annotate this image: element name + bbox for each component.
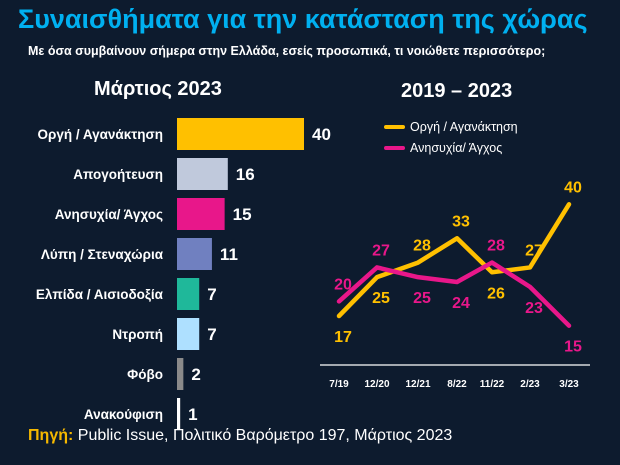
bar xyxy=(177,118,304,150)
bar-category-label: Λύπη / Στεναχώρια xyxy=(41,247,164,262)
bar xyxy=(177,158,228,190)
data-point-label: 17 xyxy=(334,329,352,346)
bar-value-label: 7 xyxy=(207,325,216,344)
data-point-label: 26 xyxy=(487,285,505,302)
x-tick-label: 12/20 xyxy=(364,379,389,390)
data-point-label: 27 xyxy=(525,242,543,259)
source-text: Public Issue, Πολιτικό Βαρόμετρο 197, Μά… xyxy=(77,427,453,444)
bar-category-label: Ελπίδα / Αισιοδοξία xyxy=(36,287,164,302)
data-point-label: 27 xyxy=(372,242,390,259)
bar-category-label: Ανακούφιση xyxy=(84,407,163,422)
x-tick-label: 8/22 xyxy=(447,379,467,390)
data-point-label: 23 xyxy=(525,300,543,317)
series-line xyxy=(336,260,572,328)
bar-value-label: 15 xyxy=(233,205,252,224)
bar-chart-title: Μάρτιος 2023 xyxy=(94,78,222,100)
source-label: Πηγή: xyxy=(28,427,74,444)
source-note: Πηγή: Public Issue, Πολιτικό Βαρόμετρο 1… xyxy=(28,427,452,445)
x-tick-label: 12/21 xyxy=(405,379,430,390)
bar xyxy=(177,398,181,430)
bar xyxy=(177,358,184,390)
data-point-label: 25 xyxy=(372,290,390,307)
legend-label: Ανησυχία/ Άγχος xyxy=(410,141,502,155)
data-point-label: 40 xyxy=(564,179,582,196)
line-chart-title: 2019 – 2023 xyxy=(401,80,513,102)
x-tick-label: 2/23 xyxy=(520,379,540,390)
bar xyxy=(177,238,212,270)
bar-value-label: 2 xyxy=(191,365,200,384)
page-subtitle: Με όσα συμβαίνουν σήμερα στην Ελλάδα, εσ… xyxy=(28,44,546,58)
data-point-label: 24 xyxy=(452,295,470,312)
data-point-label: 33 xyxy=(452,213,470,230)
legend-label: Οργή / Αγανάκτηση xyxy=(410,120,518,134)
bar-value-label: 1 xyxy=(188,405,197,424)
x-tick-label: 11/22 xyxy=(480,379,505,390)
bar-category-label: Απογοήτευση xyxy=(73,167,163,182)
bar-category-label: Φόβο xyxy=(127,367,163,382)
bar xyxy=(177,318,200,350)
bar-category-label: Ντροπή xyxy=(112,327,163,342)
x-tick-label: 3/23 xyxy=(559,379,579,390)
data-point-label: 28 xyxy=(487,238,505,255)
data-point-label: 15 xyxy=(564,339,582,356)
bar-value-label: 16 xyxy=(236,165,255,184)
x-tick-label: 7/19 xyxy=(329,379,349,390)
bar-category-label: Οργή / Αγανάκτηση xyxy=(37,127,163,142)
bar xyxy=(177,278,200,310)
data-point-label: 20 xyxy=(334,276,352,293)
bar-value-label: 7 xyxy=(207,285,216,304)
data-point-label: 28 xyxy=(413,238,431,255)
bar-value-label: 40 xyxy=(312,125,331,144)
bar-value-label: 11 xyxy=(220,245,238,264)
data-point-label: 25 xyxy=(413,290,431,307)
series-line xyxy=(336,202,572,319)
page-title: Συναισθήματα για την κατάσταση της χώρας xyxy=(18,4,588,34)
bar xyxy=(177,198,225,230)
bar-category-label: Ανησυχία/ Άγχος xyxy=(55,207,163,222)
